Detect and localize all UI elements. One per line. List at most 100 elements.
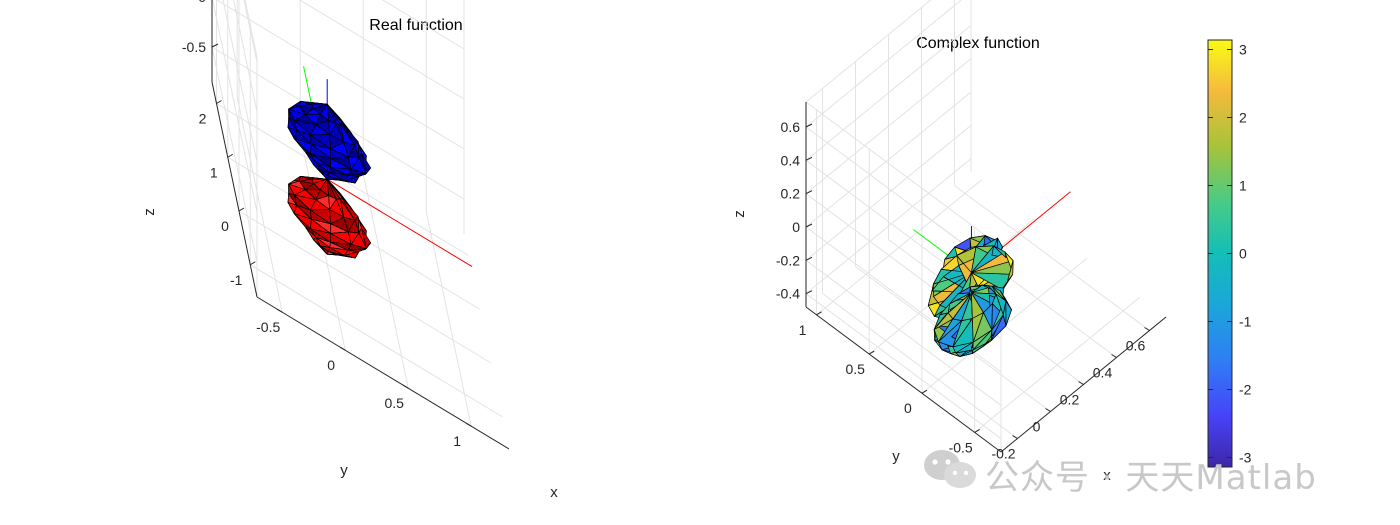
plot1-floor-grid-x xyxy=(425,211,472,427)
plot2-ytick-mark xyxy=(816,311,822,316)
plot1-wally-grid-z xyxy=(298,0,465,100)
plot1-ztick-label: -0.5 xyxy=(182,39,206,55)
wechat-icon xyxy=(924,450,976,488)
plot1-wallx-grid-z xyxy=(222,0,258,163)
plot1-ytick-label: 1 xyxy=(210,164,218,180)
plot2-ztick-label: -0.4 xyxy=(776,286,800,302)
plot1-floor-grid-x xyxy=(362,173,409,389)
plot1-xtick-mark xyxy=(465,422,472,427)
plot1-xtick-label: -0.5 xyxy=(256,319,280,335)
plot2-ztick-label: 0 xyxy=(792,219,800,235)
plot1-ztick-label: 0 xyxy=(198,0,206,5)
plot2-ytick-label: -0.5 xyxy=(949,439,973,455)
plot1-ylabel: y xyxy=(340,462,348,479)
plot1-xtick-mark xyxy=(339,346,346,351)
plot2-wally-grid-z xyxy=(805,0,963,128)
plot2-ylabel: y xyxy=(892,448,900,465)
complex-function-plot: Complex function -0.2 0 0.2 0.4 0.6 -0.5 0 0.5 1… xyxy=(731,0,1167,484)
plot1-grid xyxy=(211,0,503,427)
plot2-ztick-mark xyxy=(805,256,813,261)
plot2-wally-grid-z xyxy=(805,124,972,261)
plot2-surface xyxy=(913,191,1071,357)
plot2-zlabel: z xyxy=(731,210,748,218)
plot2-ztick-label: 0.4 xyxy=(781,152,801,168)
plot1-floor-grid-y xyxy=(249,264,503,418)
plot1-xtick-label: 0 xyxy=(327,357,335,373)
plot1-title: Real function xyxy=(369,17,462,34)
plot1-ytick-mark xyxy=(227,153,234,158)
plot1-box-edge xyxy=(244,0,258,58)
plot2-ztick-label: 0.2 xyxy=(781,186,801,202)
plot2-floor-grid-y xyxy=(816,179,982,316)
plot2-ztick-mark xyxy=(805,156,813,161)
plot2-bottom-band-face xyxy=(1005,300,1012,327)
plot1-zlabel: z xyxy=(141,208,158,216)
plot2-middle-band-face xyxy=(1007,260,1014,282)
plot2-ticks: -0.2 0 0.2 0.4 0.6 -0.5 0 0.5 1 -0.4 -0.2 0 0.2 0.4 0.… xyxy=(776,119,1150,462)
plot1-y-axis xyxy=(211,81,258,298)
plot2-xtick-label: 0.2 xyxy=(1060,392,1080,408)
watermark xyxy=(924,450,976,488)
plot2-ytick-mark xyxy=(974,428,980,433)
plot1-wallx-grid-z xyxy=(212,0,258,213)
plot1-xlabel: x xyxy=(550,484,558,501)
plot2-y-axis xyxy=(805,306,1002,453)
plot2-xtick-mark xyxy=(1078,381,1084,385)
plot2-xtick-mark xyxy=(1045,408,1051,412)
plot2-wally-grid-z xyxy=(805,158,972,295)
plot2-ztick-mark xyxy=(805,223,813,228)
plot1-ytick-mark xyxy=(238,207,245,212)
plot1-surface xyxy=(287,66,473,268)
plot1-xaxis-line xyxy=(326,178,473,268)
plot2-ytick-mark xyxy=(868,350,875,355)
plot2-xtick-mark xyxy=(1111,354,1117,358)
plot2-floor-grid-x xyxy=(822,293,1018,439)
real-function-plot: Real function -0.500.51-1012-0.500.511.5… xyxy=(141,0,558,501)
plot2-xtick-label: 0 xyxy=(1033,419,1041,435)
plot2-floor-grid-x xyxy=(954,185,1150,331)
plot1-ytick-mark xyxy=(249,261,256,266)
colorbar-tick-label: 2 xyxy=(1239,110,1247,126)
colorbar-tick-label: -3 xyxy=(1239,449,1252,465)
colorbar-tick-label: -1 xyxy=(1239,313,1252,329)
plot2-box-edge xyxy=(805,101,1002,248)
watermark-text: 公众号 · 天天Matlab xyxy=(985,458,1317,498)
plot2-xtick-label: -0.2 xyxy=(991,446,1015,462)
plot2-ytick-mark xyxy=(921,389,928,394)
plot2-middle-band-face xyxy=(993,245,1007,259)
plot2-ztick-mark xyxy=(805,123,813,128)
plot2-ytick-label: 1 xyxy=(799,322,807,338)
plot2-ztick-mark xyxy=(805,190,813,195)
plot1-wallx-grid-z xyxy=(243,0,258,63)
plot1-ytick-label: 2 xyxy=(199,111,207,127)
plot1-floor-grid-y xyxy=(238,210,492,364)
plot1-xtick-mark xyxy=(402,384,409,389)
plot1-upper-lobe-face xyxy=(347,169,367,176)
plot2-floor-grid-y xyxy=(974,297,1140,433)
colorbar-tick-label: -2 xyxy=(1239,381,1252,397)
colorbar: -3 -2 -1 0 1 2 3 xyxy=(1207,39,1252,468)
plot1-xtick-label: 0.5 xyxy=(384,395,404,411)
colorbar-ticks: -3 -2 -1 0 1 2 3 xyxy=(1208,42,1252,465)
plot2-wally-grid-z xyxy=(805,58,972,195)
plot2-middle-band-face xyxy=(943,276,972,294)
plot2-grid xyxy=(805,0,1150,452)
plot2-box-edge xyxy=(805,0,932,103)
plot2-ytick-label: 0 xyxy=(904,400,912,416)
colorbar-tick-label: 0 xyxy=(1239,246,1247,262)
plot1-ytick-label: 0 xyxy=(221,218,229,234)
plot2-xlabel: x xyxy=(1103,467,1111,484)
plot1-lower-lobe-face xyxy=(347,244,367,251)
plot2-wallx-grid-z xyxy=(805,259,1002,406)
colorbar-tick-label: 1 xyxy=(1239,178,1247,194)
plot2-wally-grid-z xyxy=(805,24,972,161)
plot2-ytick-label: 0.5 xyxy=(846,361,866,377)
plot1-wally-grid-z xyxy=(216,0,465,150)
plot1-ztick-mark xyxy=(211,43,219,48)
plot1-wallx-grid-z xyxy=(233,0,258,113)
plot2-xtick-label: 0.4 xyxy=(1093,365,1113,381)
plot2-xtick-label: 0.6 xyxy=(1126,338,1146,354)
plot2-xtick-mark xyxy=(1144,327,1150,331)
plot2-ztick-label: -0.2 xyxy=(776,252,800,268)
